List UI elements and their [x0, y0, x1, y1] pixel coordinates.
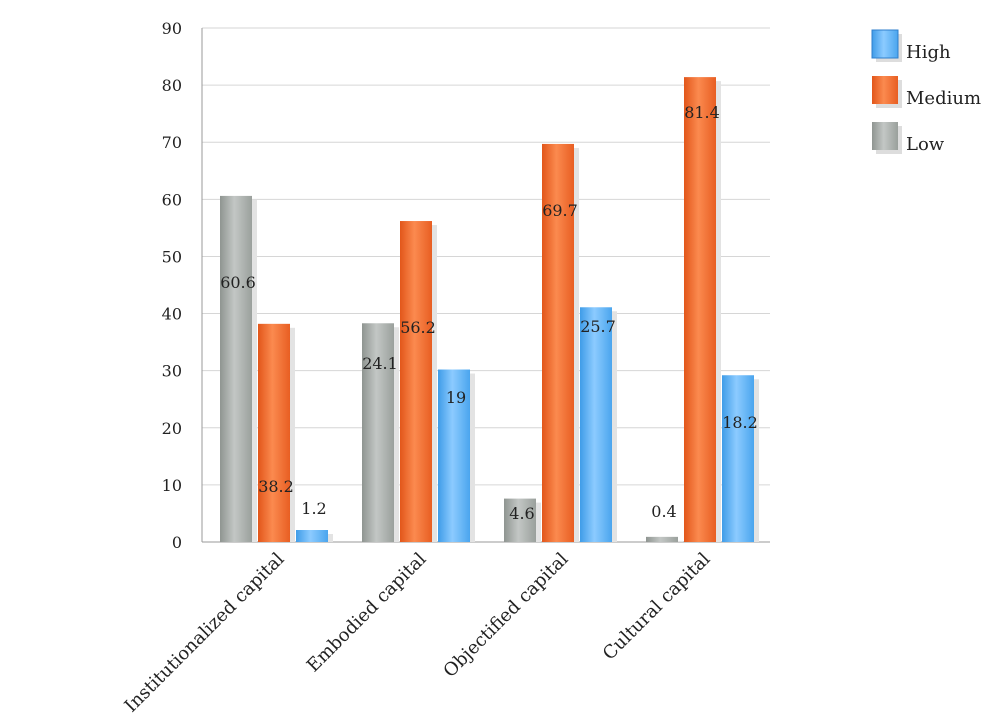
legend-swatch-medium	[872, 76, 898, 104]
data-label-high-3: 18.2	[722, 413, 758, 432]
category-label: Institutionalized capital	[121, 549, 289, 717]
data-labels: 60.6 38.2 1.2 24.156.2 19 4.6 69.7 25.7 0.4 81.4 1…	[220, 103, 758, 523]
data-label-high-1: 19	[446, 388, 466, 407]
data-label-low-0: 60.6	[220, 273, 256, 292]
data-label-medium-3: 81.4	[684, 103, 720, 122]
data-label-low-1: 24.1	[362, 354, 398, 373]
y-tick-label: 70	[162, 133, 182, 152]
bar-high-2	[580, 307, 612, 542]
bar-medium-3	[684, 77, 716, 543]
bar-high-3	[722, 375, 754, 542]
y-tick-label: 60	[162, 190, 182, 209]
data-label-low-2: 4.6	[509, 504, 534, 523]
y-tick-label: 90	[162, 19, 182, 38]
legend-label-medium: Medium	[906, 88, 981, 109]
bar-high-1	[438, 369, 470, 542]
category-label: Embodied capital	[303, 549, 431, 677]
legend-swatch-high	[871, 29, 899, 59]
legend-label-low: Low	[906, 134, 945, 155]
gridlines	[202, 27, 770, 486]
bar-low-0	[220, 195, 252, 542]
category-label: Objectified capital	[439, 549, 572, 682]
bar-low-3	[646, 536, 678, 542]
bar-low-2	[504, 498, 536, 542]
data-label-medium-1: 56.2	[400, 318, 436, 337]
axes: 0 10 20 30 40 50 60 70 80 90 Institutionalized cap…	[121, 19, 770, 717]
bar-medium-1	[400, 221, 432, 542]
data-label-medium-2: 69.7	[542, 201, 578, 220]
bar-low-1	[362, 323, 394, 542]
legend-swatch-low	[872, 122, 898, 150]
y-tick-label: 80	[162, 76, 182, 95]
y-tick-label: 40	[162, 305, 182, 324]
y-tick-label: 10	[162, 476, 182, 495]
legend: High Medium Low	[871, 29, 981, 155]
y-tick-label: 0	[172, 533, 182, 552]
y-tick-label: 30	[162, 362, 182, 381]
data-label-low-3: 0.4	[651, 502, 676, 521]
bar-medium-2	[542, 143, 574, 543]
bar-high-0	[296, 530, 328, 542]
data-label-high-2: 25.7	[580, 317, 616, 336]
y-tick-label: 50	[162, 247, 182, 266]
category-label: Cultural capital	[599, 549, 715, 665]
data-label-high-0: 1.2	[301, 499, 326, 518]
data-label-medium-0: 38.2	[258, 477, 294, 496]
bar-medium-0	[258, 323, 290, 542]
legend-label-high: High	[906, 42, 951, 63]
y-tick-label: 20	[162, 419, 182, 438]
bars	[220, 77, 759, 543]
